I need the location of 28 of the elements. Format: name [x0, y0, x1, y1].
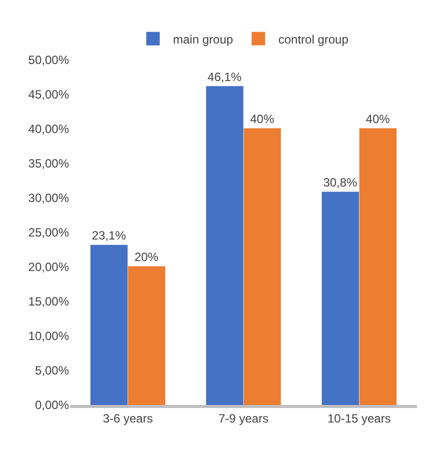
bar	[244, 128, 281, 405]
bar	[206, 86, 244, 405]
y-tick-label: 5,00%	[34, 364, 70, 378]
bar	[322, 192, 359, 405]
data-label: 46,1%	[208, 70, 242, 84]
y-tick-label: 35,00%	[28, 156, 70, 171]
y-tick-label: 45,00%	[28, 88, 70, 102]
x-tick-label: 3-6 years	[102, 411, 153, 426]
y-tick-label: 15,00%	[28, 294, 70, 309]
bar	[128, 266, 166, 405]
y-tick-label: 25,00%	[28, 226, 70, 240]
y-tick-label: 10,00%	[28, 329, 70, 344]
bar	[359, 128, 397, 405]
x-tick-label: 7-9 years	[218, 411, 269, 426]
y-tick-label: 50,00%	[28, 53, 70, 68]
x-tick-label: 10-15 years	[327, 411, 391, 426]
y-tick-label: 40,00%	[28, 122, 70, 136]
legend-label: control group	[278, 32, 349, 46]
y-tick-label: 30,00%	[28, 191, 70, 206]
data-label: 20%	[134, 250, 159, 264]
bar	[90, 244, 128, 405]
y-tick-label: 20,00%	[28, 260, 70, 274]
data-label: 30,8%	[323, 175, 358, 190]
y-tick-label: 0,00%	[34, 398, 70, 412]
data-label: 40%	[250, 112, 274, 126]
legend-label: main group	[173, 32, 234, 46]
data-label: 40%	[366, 112, 390, 126]
data-label: 23,1%	[92, 228, 126, 243]
